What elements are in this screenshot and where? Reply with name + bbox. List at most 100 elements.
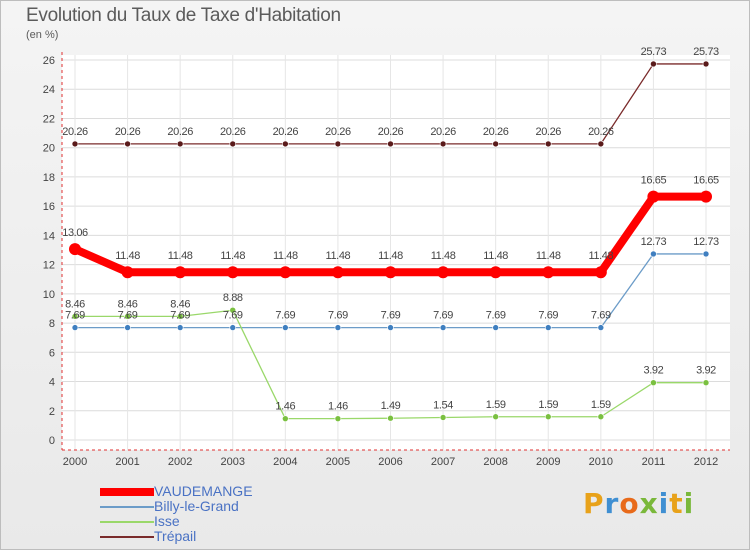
x-tick-label: 2012: [694, 456, 718, 468]
brand-letter: i: [658, 487, 670, 520]
legend-label: VAUDEMANGE: [154, 483, 253, 499]
data-label: 11.48: [588, 250, 613, 262]
data-label: 7.69: [591, 310, 611, 322]
data-point: [387, 140, 394, 148]
x-tick-label: 2004: [273, 456, 297, 468]
data-label: 20.26: [483, 126, 509, 138]
y-tick-label: 14: [43, 230, 55, 242]
legend-swatch: [100, 505, 154, 508]
data-label: 20.26: [167, 126, 193, 138]
data-label: 11.48: [168, 250, 193, 262]
data-label: 8.88: [223, 292, 243, 304]
y-axis-unit: (en %): [26, 29, 59, 41]
data-point: [650, 250, 657, 258]
x-tick-label: 2011: [642, 456, 666, 468]
x-tick-label: 2000: [63, 456, 87, 468]
data-point: [544, 324, 552, 331]
data-point: [124, 140, 131, 148]
data-label: 13.06: [62, 227, 88, 239]
data-point: [439, 324, 447, 331]
data-label: 1.49: [381, 400, 401, 412]
data-label: 7.69: [486, 310, 506, 322]
data-label: 12.73: [641, 236, 667, 248]
brand-letter: o: [619, 487, 640, 520]
data-point: [387, 324, 394, 331]
data-label: 11.48: [378, 250, 403, 262]
data-label: 20.26: [325, 126, 351, 138]
data-point: [702, 379, 710, 387]
data-label: 16.65: [693, 175, 719, 187]
x-tick-label: 2001: [115, 456, 139, 468]
data-label: 11.48: [483, 250, 508, 262]
data-label: 8.46: [170, 298, 190, 310]
data-point: [489, 266, 502, 279]
y-tick-label: 4: [49, 377, 55, 389]
legend-swatch: [100, 535, 154, 538]
y-tick-label: 18: [43, 172, 55, 184]
data-label: 20.26: [378, 126, 404, 138]
data-label: 3.92: [644, 365, 664, 377]
data-point: [597, 140, 605, 148]
brand-letter: r: [604, 487, 620, 520]
x-tick-label: 2003: [221, 456, 245, 468]
data-label: 11.48: [536, 250, 561, 262]
data-label: 11.48: [326, 250, 351, 262]
data-point: [71, 140, 79, 148]
data-label: 11.48: [273, 250, 298, 262]
data-label: 25.73: [641, 46, 667, 58]
legend-label: Billy-le-Grand: [154, 498, 239, 514]
x-tick-label: 2007: [431, 456, 455, 468]
data-label: 7.69: [223, 310, 243, 322]
data-point: [282, 415, 289, 422]
data-label: 20.26: [220, 126, 246, 138]
brand-letter: t: [669, 487, 684, 520]
data-point: [331, 266, 344, 279]
data-label: 1.59: [486, 399, 506, 411]
y-tick-label: 22: [43, 113, 55, 125]
legend: VAUDEMANGE Billy-le-Grand Isse Trépail: [100, 484, 253, 544]
data-label: 8.46: [65, 298, 85, 310]
data-label: 1.46: [328, 401, 348, 413]
data-point: [229, 324, 237, 331]
data-label: 25.73: [693, 46, 719, 58]
data-label: 11.48: [115, 250, 140, 262]
data-label: 20.26: [115, 126, 141, 138]
data-point: [282, 324, 289, 331]
data-label: 7.69: [118, 310, 138, 322]
data-label: 7.69: [170, 310, 190, 322]
data-point: [71, 313, 79, 320]
x-tick-label: 2005: [326, 456, 350, 468]
legend-label: Trépail: [154, 528, 197, 544]
data-point: [334, 415, 342, 422]
data-point: [71, 324, 79, 331]
data-point: [597, 413, 605, 421]
data-point: [384, 266, 397, 279]
data-point: [544, 413, 552, 421]
y-tick-label: 10: [43, 289, 55, 301]
data-label: 12.73: [693, 236, 719, 248]
data-point: [702, 250, 710, 258]
legend-item: Trépail: [100, 529, 253, 544]
y-tick-label: 20: [43, 143, 55, 155]
data-point: [437, 266, 450, 279]
data-point: [121, 266, 134, 279]
data-label: 11.48: [431, 250, 456, 262]
data-point: [174, 266, 187, 279]
legend-item: VAUDEMANGE: [100, 484, 253, 499]
data-point: [226, 266, 239, 279]
y-tick-label: 2: [49, 406, 55, 418]
y-tick-label: 8: [49, 318, 55, 330]
data-point: [700, 190, 712, 203]
brand-letter: i: [683, 487, 695, 520]
data-point: [69, 243, 81, 256]
data-point: [542, 266, 555, 279]
data-label: 7.69: [65, 310, 85, 322]
data-point: [650, 60, 657, 68]
data-label: 1.54: [433, 399, 453, 411]
data-label: 20.26: [273, 126, 299, 138]
data-point: [387, 414, 394, 422]
chart-title: Evolution du Taux de Taxe d'Habitation: [26, 5, 341, 26]
data-label: 1.46: [275, 401, 295, 413]
x-tick-label: 2008: [483, 456, 507, 468]
